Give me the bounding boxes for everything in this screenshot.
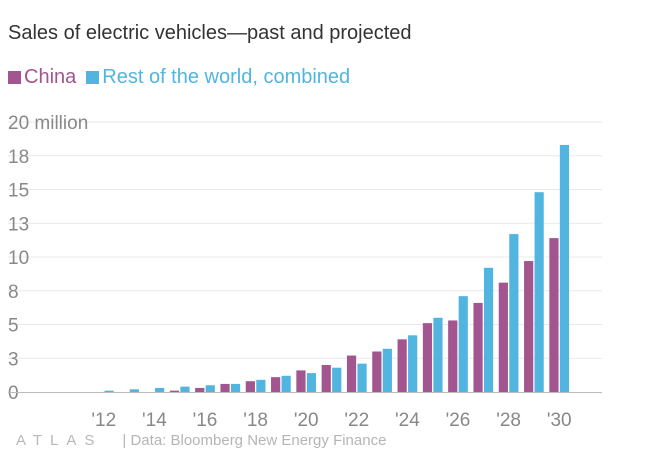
bar-rest-of-world xyxy=(155,387,165,392)
bar-china xyxy=(549,238,559,392)
bar-rest-of-world xyxy=(205,385,215,392)
x-tick-label: '22 xyxy=(344,410,369,431)
chart-title: Sales of electric vehicles—past and proj… xyxy=(8,22,412,44)
x-tick-label: '12 xyxy=(91,410,116,431)
x-tick-label: '26 xyxy=(446,410,471,431)
bar-china xyxy=(448,320,458,392)
bar-china xyxy=(195,387,205,392)
y-tick-label: 5 xyxy=(8,316,19,337)
x-tick-label: '18 xyxy=(243,410,268,431)
bar-china xyxy=(397,339,407,392)
bar-china xyxy=(169,390,180,392)
bar-rest-of-world xyxy=(129,389,139,392)
bar-rest-of-world xyxy=(559,144,570,392)
footer: ATLAS | Data: Bloomberg New Energy Finan… xyxy=(16,432,386,449)
bar-rest-of-world xyxy=(382,348,392,392)
bar-china xyxy=(321,365,331,392)
x-tick-label: '30 xyxy=(547,410,572,431)
bar-rest-of-world xyxy=(281,375,291,392)
bar-china xyxy=(498,282,508,392)
y-axis-tick-labels: 0 3 5 8 10 13 15 18 20 million xyxy=(8,113,88,404)
source-note: | Data: Bloomberg New Energy Finance xyxy=(122,432,387,449)
y-tick-label: 13 xyxy=(8,214,29,235)
x-tick-label: '16 xyxy=(193,410,218,431)
y-tick-label: 8 xyxy=(8,282,19,303)
legend-label-rest-of-world: Rest of the world, combined xyxy=(102,66,351,88)
bar-rest-of-world xyxy=(180,386,190,392)
y-tick-label: 18 xyxy=(8,147,29,168)
bar-rest-of-world xyxy=(408,335,418,392)
legend: China Rest of the world, combined xyxy=(8,66,360,89)
bar-rest-of-world xyxy=(534,192,544,392)
y-tick-label: 3 xyxy=(8,349,19,370)
bar-china xyxy=(245,381,255,392)
bar-rest-of-world xyxy=(483,267,494,392)
bar-rest-of-world xyxy=(433,317,443,392)
bar-china xyxy=(296,370,306,392)
y-tick-label: 0 xyxy=(8,383,19,404)
bar-china xyxy=(524,261,534,392)
y-tick-label: 10 xyxy=(8,248,29,269)
bar-china xyxy=(220,383,230,392)
legend-swatch-china xyxy=(8,71,21,84)
bar-rest-of-world xyxy=(458,296,468,392)
brand-logo: ATLAS xyxy=(16,432,103,449)
x-axis-tick-labels: '12 '14 '16 '18 '20 '22 '24 '26 '28 '30 xyxy=(91,410,571,431)
bar-rest-of-world xyxy=(509,234,519,392)
bar-rest-of-world xyxy=(306,373,317,392)
bar-rest-of-world xyxy=(332,367,342,392)
bar-rest-of-world xyxy=(104,390,114,392)
bar-china xyxy=(346,355,357,392)
legend-swatch-rest-of-world xyxy=(86,71,100,84)
bar-china xyxy=(473,302,483,392)
legend-item-china: China xyxy=(8,66,76,89)
y-tick-label: 20 million xyxy=(8,113,88,134)
bar-china xyxy=(271,377,281,392)
bar-china xyxy=(372,351,382,392)
x-tick-label: '20 xyxy=(294,410,319,431)
bar-rest-of-world xyxy=(230,383,241,392)
y-tick-label: 15 xyxy=(8,181,29,202)
x-tick-label: '14 xyxy=(142,410,167,431)
x-tick-label: '28 xyxy=(496,410,521,431)
bars xyxy=(104,144,570,392)
legend-item-rest-of-world: Rest of the world, combined xyxy=(86,66,350,89)
x-tick-label: '24 xyxy=(395,410,420,431)
legend-label-china: China xyxy=(24,66,77,88)
bar-rest-of-world xyxy=(357,363,367,392)
bar-china xyxy=(422,323,433,392)
bar-rest-of-world xyxy=(256,379,266,392)
